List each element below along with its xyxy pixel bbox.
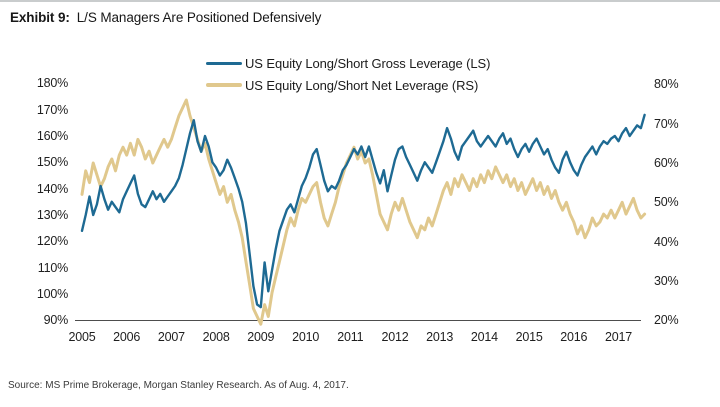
x-axis-tick-label: 2015: [515, 330, 543, 344]
legend-label-gross: US Equity Long/Short Gross Leverage (LS): [245, 55, 491, 71]
x-axis-tick-label: 2009: [247, 330, 275, 344]
right-axis-tick-label: 60%: [654, 156, 679, 170]
left-axis-tick-label: 170%: [36, 102, 68, 117]
left-axis-tick-label: 150%: [36, 155, 68, 170]
series-line-net: [80, 98, 647, 326]
left-axis-tick-label: 130%: [36, 208, 68, 222]
right-axis-tick-label: 80%: [654, 77, 679, 92]
x-axis-tick-label: 2011: [337, 330, 364, 344]
exhibit-title-text: L/S Managers Are Positioned Defensively: [76, 10, 322, 25]
right-axis-tick-label: 70%: [654, 116, 679, 131]
x-axis-tick-label: 2006: [113, 330, 141, 344]
chart-legend: US Equity Long/Short Gross Leverage (LS)…: [206, 52, 490, 96]
left-axis-tick-label: 90%: [43, 313, 69, 328]
right-axis-tick-label: 20%: [654, 313, 679, 328]
left-axis-tick-label: 120%: [36, 234, 68, 249]
gross-line-swatch: [206, 61, 242, 65]
legend-label-net: US Equity Long/Short Net Leverage (RS): [245, 77, 479, 93]
x-axis-tick-label: 2017: [604, 330, 633, 344]
x-axis-tick-label: 2016: [560, 330, 588, 344]
source-note: Source: MS Prime Brokerage, Morgan Stanl…: [8, 380, 349, 391]
x-axis-tick-label: 2013: [426, 330, 454, 344]
exhibit-title: Exhibit 9: L/S Managers Are Positioned De…: [10, 10, 321, 25]
x-axis-tick-label: 2008: [202, 330, 230, 344]
legend-item-gross: US Equity Long/Short Gross Leverage (LS): [206, 52, 490, 74]
x-axis-tick-label: 2005: [68, 330, 96, 344]
x-axis-tick-label: 2007: [157, 330, 185, 344]
x-axis-tick-label: 2010: [292, 330, 320, 344]
left-axis-tick-label: 100%: [36, 287, 68, 301]
left-axis-tick-label: 140%: [36, 181, 68, 196]
x-axis-tick-label: 2012: [381, 330, 409, 344]
left-axis-tick-label: 160%: [36, 129, 68, 143]
right-axis-tick-label: 50%: [654, 195, 679, 210]
series-line-gross: [80, 113, 646, 309]
right-axis-tick-label: 30%: [654, 274, 679, 288]
legend-item-net: US Equity Long/Short Net Leverage (RS): [206, 74, 490, 96]
x-axis-tick-label: 2014: [470, 330, 498, 344]
exhibit-label: Exhibit 9:: [10, 10, 70, 25]
left-axis-tick-label: 110%: [37, 260, 68, 275]
left-axis-tick-label: 180%: [36, 76, 68, 91]
right-axis-tick-label: 40%: [654, 234, 679, 249]
net-line-swatch: [206, 83, 242, 87]
